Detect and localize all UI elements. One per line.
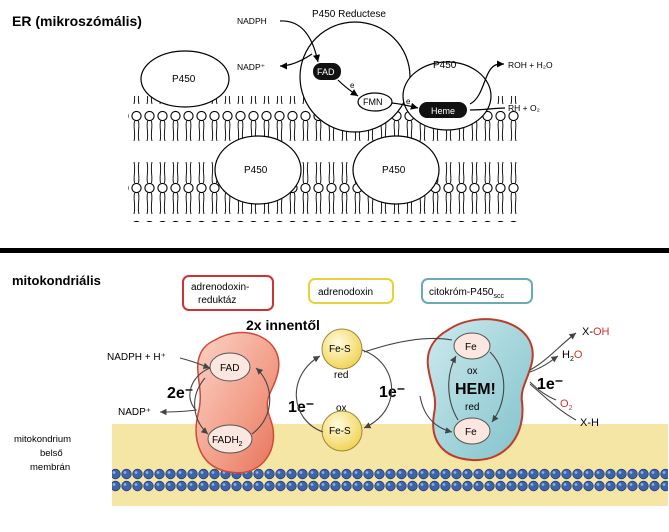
heme-fe-ox [453,332,491,360]
er-reductase-label: P450 Reductese [312,9,386,20]
mito-title: mitokondriális [12,273,101,288]
mito-h2o: H2O [562,349,583,363]
fes-red-label: Fe-S [329,344,351,355]
er-p450-left [140,50,230,108]
er-rh-o2: RH + O₂ [508,103,540,113]
er-roh-h2o: ROH + H₂O [508,60,553,70]
mito-fad-to-fadh2-arrow [194,377,209,435]
mito-2x-note: 2x innentől [246,317,320,333]
mito-2e: 2e⁻ [167,385,193,402]
er-p450-right-label: P450 [433,60,457,71]
adrenodoxin-box [308,278,394,304]
cyp-scc-shape [426,318,534,462]
er-nadp-plus: NADP⁺ [237,62,266,72]
mito-x-oh: X-OH [582,326,610,338]
er-p450-embedded-2 [352,135,440,205]
er-electron-2: e [406,97,411,106]
heme-red-state: red [465,402,479,413]
er-electron-1: e [350,81,355,90]
er-heme-label: Heme [431,106,455,116]
mito-fad [209,352,251,382]
er-nadph-arrow [279,20,321,63]
mito-1e-left: 1e⁻ [288,399,314,416]
heme-ox-state: ox [467,366,478,377]
er-product-arrow [469,60,505,105]
fes-ox [321,410,363,452]
mito-fad-label: FAD [220,363,239,374]
mito-fadh2-label: FADH2 [212,435,243,448]
mito-xoh-arrow [529,332,577,371]
mito-fadh2-to-fad-arrow [251,367,271,435]
er-nadp-arrow [279,53,313,70]
mito-1e-right: 1e⁻ [379,384,405,401]
mito-nadp-arrow [159,367,211,416]
mito-h2o-arrow [529,355,559,373]
er-p450-embedded-1 [214,135,302,205]
mito-o2: O2 [560,398,573,412]
er-substrate-line [469,107,506,111]
er-heme [419,102,467,118]
er-fad [313,63,341,80]
er-fmn [357,92,393,112]
adrenodoxin-reductase-label-1: adrenodoxin- [191,282,249,293]
membrane-label-3: membrán [30,462,70,473]
mito-nadph-arrow [179,357,211,370]
fes-red-state: red [334,370,348,381]
er-fad-label: FAD [317,67,335,77]
fes-red [321,328,363,370]
er-title: ER (mikroszómális) [12,13,142,29]
er-p450-embedded-1-label: P450 [244,165,268,176]
membrane-label-2: belső [40,448,63,459]
heme-fe-red-label: Fe [465,427,477,438]
adrenodoxin-label: adrenodoxin [318,287,373,298]
mito-fes-left-arrow [295,355,324,433]
adrenodoxin-reductase-box [182,275,274,311]
er-fmn-label: FMN [363,97,383,107]
mito-x-h: X-H [580,417,599,429]
mito-heme-right-arrow [489,351,505,423]
mito-1e-heme: 1e⁻ [537,376,563,393]
mito-heme-left-arrow [448,355,459,421]
mito-fadh2 [207,424,253,454]
adrenodoxin-reductase-label-2: reduktáz [198,295,236,306]
mito-fes-to-heme-arrow [419,395,453,434]
er-nadph: NADPH [237,16,267,26]
fes-ox-state: ox [336,403,347,414]
hem-note: HEM! [455,381,496,398]
mito-xh-line [529,383,577,421]
mito-o2-line [529,381,557,401]
fes-ox-label: Fe-S [329,426,351,437]
cyp-scc-box [421,278,533,304]
mito-nadp-plus: NADP⁺ [118,407,151,418]
mito-fes-right-arrow [361,349,393,429]
mito-fes-to-heme-line [363,338,453,353]
er-fad-fmn-arrow [337,79,359,97]
cyp-scc-label: citokróm-P450scc [429,287,504,300]
mito-nadph-h: NADPH + H⁺ [107,352,166,363]
er-p450-embedded-2-label: P450 [382,165,406,176]
er-fmn-heme-arrow [391,102,419,110]
heme-fe-ox-label: Fe [465,342,477,353]
membrane-label-1: mitokondrium [14,434,71,445]
panel-divider [0,248,669,253]
heme-fe-red [453,417,491,445]
er-p450-left-label: P450 [172,74,196,85]
mito-membrane [112,424,668,506]
